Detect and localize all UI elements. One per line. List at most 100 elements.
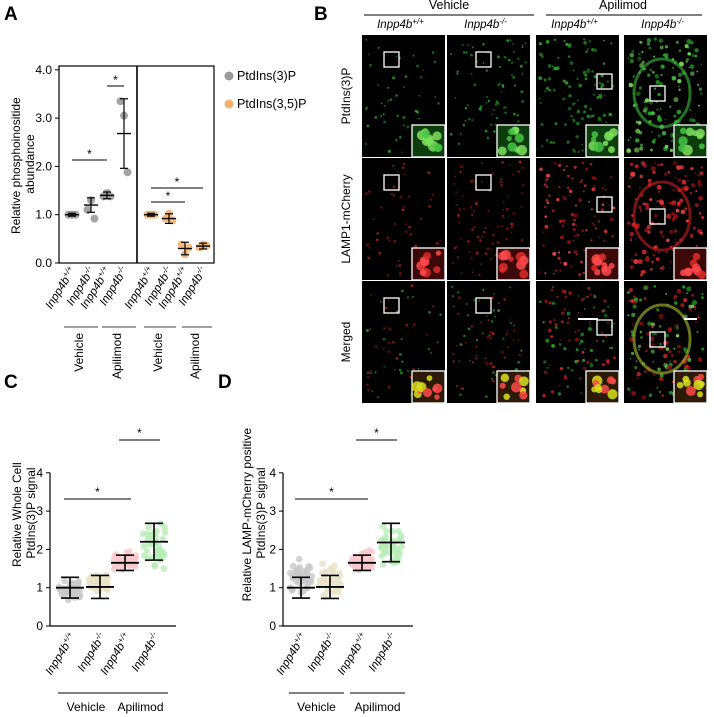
b-signal-speck: [468, 251, 471, 254]
b-signal-speck: [383, 104, 386, 107]
b-inset-speck: [692, 130, 699, 137]
b-signal-speck: [521, 100, 524, 103]
b-signal-speck: [547, 328, 552, 333]
c-group-label: Vehicle: [67, 700, 106, 714]
b-signal-speck: [540, 102, 542, 104]
b-signal-speck: [395, 265, 398, 268]
b-inset-speck: [679, 127, 687, 135]
b-signal-speck: [554, 323, 558, 327]
b-signal-speck: [414, 245, 418, 248]
b-signal-speck: [505, 207, 509, 211]
b-signal-speck: [501, 161, 504, 164]
b-signal-speck: [652, 253, 656, 257]
b-inset-speck: [510, 382, 522, 393]
b-signal-speck: [666, 365, 672, 371]
b-signal-speck: [503, 297, 507, 302]
c-data-point: [160, 565, 168, 573]
b-signal-speck: [388, 239, 391, 242]
b-inset-speck: [421, 129, 431, 139]
b-signal-speck: [491, 377, 494, 380]
b-image-grid: [362, 35, 708, 404]
b-signal-speck: [502, 106, 506, 110]
b-signal-speck: [485, 101, 488, 104]
panel-a-group-labels: Vehicle Apilimod Vehicle Apilimod: [64, 326, 212, 379]
b-signal-speck: [680, 303, 685, 308]
b-signal-speck: [383, 327, 386, 330]
c-data-point: [161, 529, 169, 536]
b-signal-speck: [671, 200, 677, 206]
b-signal-speck: [558, 186, 561, 189]
b-signal-speck: [567, 44, 572, 48]
scale-bar-inset: [684, 318, 697, 320]
b-signal-speck: [376, 396, 380, 399]
c-data-point: [151, 561, 159, 569]
b-signal-speck: [501, 214, 505, 218]
b-inset-speck: [593, 141, 604, 153]
b-signal-speck: [663, 52, 669, 58]
scale-bar-main: [578, 318, 598, 320]
b-signal-speck: [600, 74, 604, 78]
b-signal-speck: [502, 85, 505, 89]
b-signal-speck: [374, 115, 378, 119]
b-signal-speck: [557, 256, 561, 260]
b-signal-speck: [679, 198, 684, 203]
b-signal-speck: [696, 70, 699, 73]
b-signal-speck: [406, 125, 410, 129]
b-signal-speck: [383, 120, 387, 124]
b-signal-speck: [458, 296, 461, 299]
b-signal-speck: [479, 263, 483, 266]
b-signal-speck: [699, 231, 704, 235]
b-column-headers: Inpp4b+/+ Inpp4b-/- Inpp4b+/+ Inpp4b-/-: [377, 17, 684, 32]
b-signal-speck: [581, 350, 585, 354]
b-signal-speck: [406, 369, 410, 373]
b-signal-speck: [521, 192, 524, 195]
b-signal-speck: [669, 261, 672, 264]
b-signal-speck: [589, 293, 592, 296]
b-signal-speck: [654, 162, 657, 164]
b-signal-speck: [458, 207, 462, 212]
b-signal-speck: [380, 114, 383, 117]
b-signal-speck: [562, 196, 567, 201]
b-signal-speck: [579, 377, 582, 380]
a-group-label: Apilimod: [110, 333, 124, 379]
b-signal-speck: [414, 109, 418, 113]
b-signal-speck: [677, 85, 680, 88]
b-signal-speck: [538, 42, 543, 46]
b-signal-speck: [591, 70, 594, 73]
b-roi-box: [383, 51, 400, 68]
b-signal-speck: [651, 260, 654, 263]
b-signal-speck: [603, 299, 607, 303]
b-signal-speck: [558, 342, 562, 347]
b-signal-speck: [429, 351, 433, 355]
b-signal-speck: [669, 229, 674, 234]
b-signal-speck: [450, 52, 453, 56]
b-signal-speck: [519, 64, 523, 68]
b-signal-speck: [626, 148, 632, 154]
b-signal-speck: [578, 198, 583, 203]
b-signal-speck: [439, 239, 442, 242]
b-signal-speck: [602, 308, 606, 312]
b-signal-speck: [634, 297, 638, 302]
b-signal-speck: [659, 230, 664, 235]
d-data-point: [295, 555, 303, 563]
b-roi-box: [649, 85, 666, 102]
b-signal-speck: [464, 107, 468, 110]
b-signal-speck: [428, 205, 431, 208]
b-signal-speck: [486, 247, 490, 251]
b-signal-speck: [645, 112, 648, 115]
b-signal-speck: [383, 365, 386, 368]
b-signal-speck: [554, 269, 558, 272]
b-signal-speck: [547, 64, 552, 68]
b-signal-speck: [580, 116, 585, 121]
b-signal-speck: [365, 192, 368, 195]
b-signal-speck: [694, 320, 698, 324]
b-inset-speck: [497, 146, 507, 156]
b-signal-speck: [538, 76, 543, 81]
b-signal-speck: [500, 225, 503, 228]
b-signal-speck: [605, 121, 608, 124]
panel-c-category-labels: Inpp4b+/+Inpp4b-/-Inpp4b+/+Inpp4b-/-: [44, 630, 159, 678]
b-signal-speck: [586, 114, 590, 119]
a-category-label-superscript: -/-: [159, 264, 171, 275]
b-signal-speck: [639, 323, 642, 326]
b-signal-speck: [544, 205, 547, 209]
